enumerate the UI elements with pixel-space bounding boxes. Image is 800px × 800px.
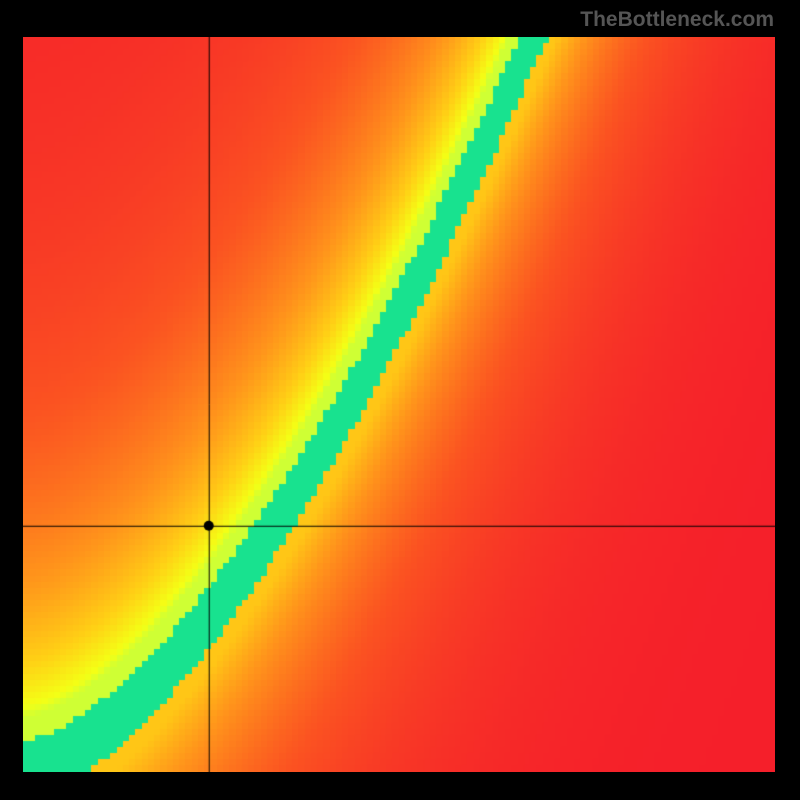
bottleneck-heatmap (23, 37, 775, 772)
watermark-text: TheBottleneck.com (580, 8, 774, 32)
